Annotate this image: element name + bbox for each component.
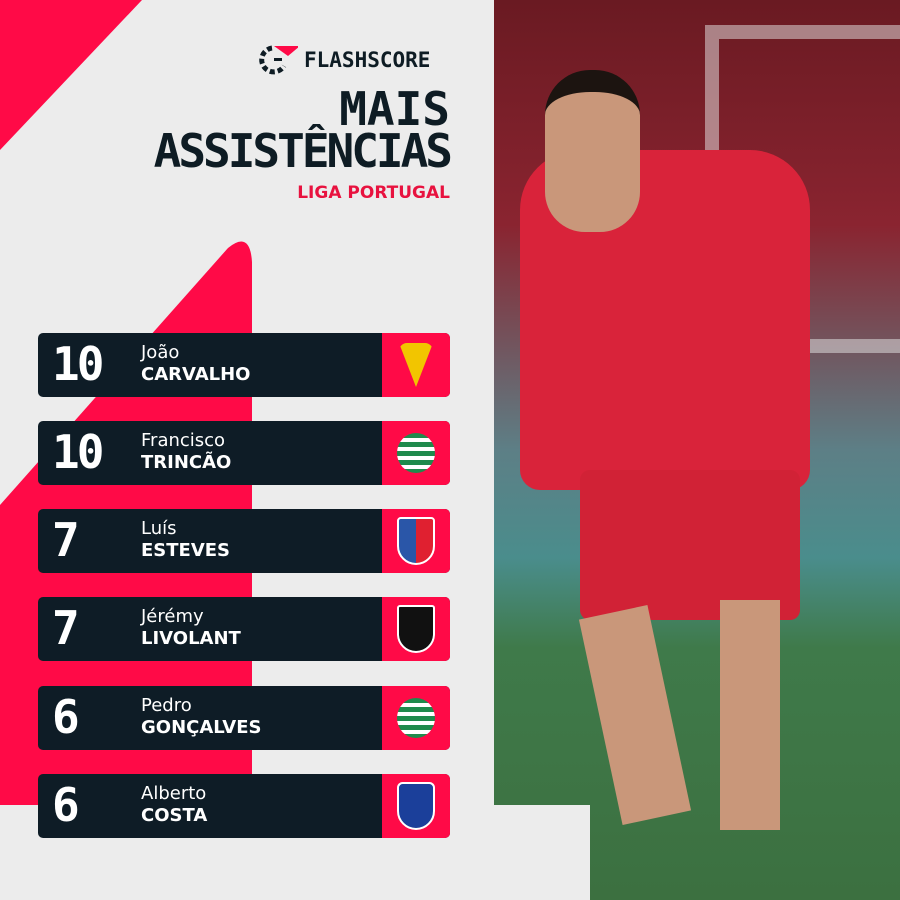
porto-crest-icon	[397, 782, 435, 830]
league-subtitle: LIGA PORTUGAL	[297, 183, 450, 203]
player-first-name: Pedro	[141, 695, 192, 716]
ranking-row: 10 Francisco TRINCÃO	[38, 421, 450, 485]
assist-count: 10	[52, 337, 104, 391]
panel-notch	[494, 805, 590, 900]
player-last-name: CARVALHO	[141, 364, 251, 385]
sporting-crest-icon	[397, 698, 435, 738]
player-head	[545, 70, 640, 232]
player-first-name: Francisco	[141, 430, 226, 451]
assist-count: 7	[52, 601, 80, 655]
ranking-row: 6 Pedro GONÇALVES	[38, 686, 450, 750]
player-last-name: TRINCÃO	[141, 452, 232, 473]
title-line-2: ASSISTÊNCIAS	[153, 124, 453, 178]
decor-triangle	[0, 0, 142, 150]
assist-count: 7	[52, 513, 80, 567]
ranking-row: 7 Jérémy LIVOLANT	[38, 597, 450, 661]
assist-count: 6	[52, 690, 80, 744]
sporting-crest-icon	[397, 433, 435, 473]
player-last-name: LIVOLANT	[141, 628, 241, 649]
player-first-name: Alberto	[141, 783, 207, 804]
flashscore-logo: FLASHSCORE	[258, 44, 430, 76]
ranking-row: 7 Luís ESTEVES	[38, 509, 450, 573]
player-last-name: COSTA	[141, 805, 208, 826]
player-first-name: Jérémy	[141, 606, 204, 627]
gil-vicente-crest-icon	[397, 517, 435, 565]
ranking-row: 6 Alberto COSTA	[38, 774, 450, 838]
player-last-name: GONÇALVES	[141, 717, 262, 738]
brand-name: FLASHSCORE	[304, 48, 431, 72]
assist-count: 6	[52, 778, 80, 832]
player-leg	[720, 600, 780, 830]
title-line-1: MAIS	[339, 82, 450, 136]
player-last-name: ESTEVES	[141, 540, 231, 561]
player-first-name: Luís	[141, 518, 177, 539]
estoril-crest-icon	[399, 343, 433, 387]
flashscore-logo-icon	[259, 45, 298, 75]
ranking-row: 10 João CARVALHO	[38, 333, 450, 397]
assist-count: 10	[52, 425, 104, 479]
player-first-name: João	[141, 342, 180, 363]
player-shorts	[580, 470, 800, 620]
casa-pia-crest-icon	[397, 605, 435, 653]
